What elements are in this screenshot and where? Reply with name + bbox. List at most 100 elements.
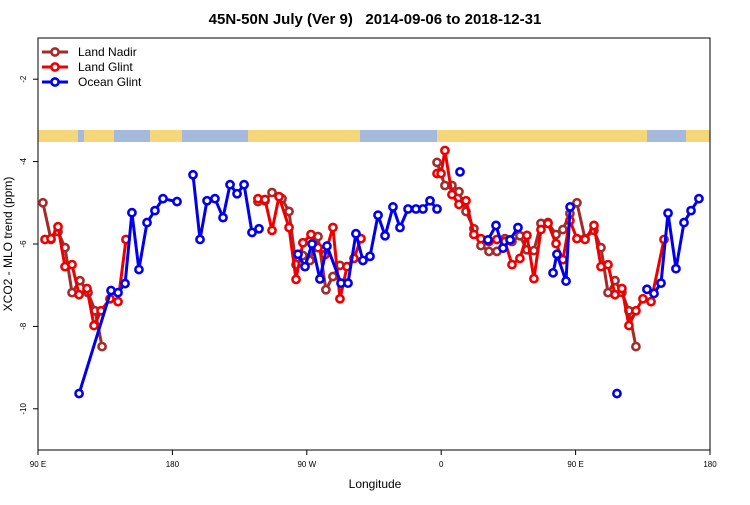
legend-label: Land Glint <box>78 60 133 74</box>
data-point <box>351 228 361 239</box>
data-point <box>624 320 634 331</box>
data-point <box>498 243 508 254</box>
data-point <box>46 233 56 244</box>
data-point <box>113 296 123 307</box>
data-point <box>53 221 63 232</box>
data-point <box>580 234 590 245</box>
data-point <box>589 220 599 231</box>
data-point <box>561 276 571 286</box>
legend-swatch-marker <box>50 77 60 87</box>
data-point <box>436 168 446 179</box>
y-tick-label: -8 <box>19 322 28 330</box>
data-point <box>403 204 413 214</box>
data-point <box>291 274 301 285</box>
data-point <box>142 217 152 228</box>
data-point <box>225 179 235 190</box>
data-point <box>505 234 515 245</box>
data-point <box>67 259 77 270</box>
land-band <box>38 130 78 142</box>
data-point <box>432 157 442 168</box>
data-point <box>358 255 368 266</box>
data-point <box>638 293 648 304</box>
data-point <box>82 283 92 294</box>
data-point <box>388 202 398 212</box>
data-point <box>646 296 656 307</box>
data-point <box>210 193 220 204</box>
x-tick-label: 90 W <box>297 460 316 469</box>
data-point <box>572 233 582 244</box>
data-point <box>260 194 270 205</box>
data-point <box>373 210 383 221</box>
data-point <box>247 227 257 238</box>
data-point <box>188 169 198 180</box>
data-point <box>529 273 539 284</box>
data-point <box>322 241 332 251</box>
data-point <box>343 278 353 289</box>
data-point <box>551 238 561 249</box>
data-point <box>365 251 375 262</box>
data-point <box>315 274 325 284</box>
data-point <box>447 189 457 200</box>
y-tick-label: -6 <box>19 240 28 248</box>
data-point <box>300 261 310 272</box>
x-tick-label: 90 E <box>567 460 583 469</box>
x-tick-label: 90 E <box>30 460 46 469</box>
data-point <box>454 199 464 210</box>
data-point <box>239 179 249 190</box>
land-ocean-strip <box>38 130 710 142</box>
data-point <box>425 195 435 206</box>
data-point <box>218 212 228 223</box>
data-point <box>335 293 345 304</box>
data-point <box>328 222 338 233</box>
data-point <box>293 249 303 260</box>
data-point <box>565 202 575 212</box>
data-point <box>484 246 494 257</box>
data-point <box>307 239 317 249</box>
data-point <box>74 289 84 300</box>
land-band <box>84 130 114 142</box>
data-point <box>642 284 652 295</box>
y-tick-label: -2 <box>19 75 28 83</box>
data-point <box>232 188 242 199</box>
land-band <box>248 130 360 142</box>
data-point <box>631 341 641 352</box>
data-point <box>679 217 689 228</box>
data-point <box>552 249 562 260</box>
data-point <box>536 224 546 235</box>
data-point <box>548 267 558 278</box>
data-point <box>74 388 84 399</box>
data-point <box>127 207 137 218</box>
data-point <box>380 230 390 241</box>
data-point <box>507 259 517 270</box>
chart-title: 45N-50N July (Ver 9) 2014-09-06 to 2018-… <box>209 11 542 28</box>
data-point <box>321 284 331 295</box>
legend-swatch-marker <box>50 62 60 72</box>
data-point <box>616 283 627 294</box>
y-tick-label: -10 <box>19 402 28 414</box>
data-point <box>461 195 471 206</box>
data-point <box>610 289 620 300</box>
y-tick-label: -4 <box>19 157 28 165</box>
data-point <box>522 230 532 241</box>
data-point <box>469 229 479 240</box>
data-point <box>298 237 308 248</box>
data-point <box>694 193 704 204</box>
data-point <box>113 287 123 298</box>
data-point <box>671 263 681 274</box>
data-point <box>195 234 205 245</box>
data-point <box>134 264 144 275</box>
data-point <box>38 197 48 208</box>
data-point <box>306 229 316 240</box>
data-point <box>514 253 525 264</box>
data-point <box>483 234 493 245</box>
data-point <box>649 288 659 299</box>
legend-swatch-marker <box>50 47 60 57</box>
data-point <box>513 222 523 233</box>
data-point <box>120 278 130 289</box>
data-point <box>97 341 107 352</box>
x-axis-label: Longitude <box>349 477 402 491</box>
data-point <box>558 224 568 235</box>
data-point <box>603 259 613 270</box>
